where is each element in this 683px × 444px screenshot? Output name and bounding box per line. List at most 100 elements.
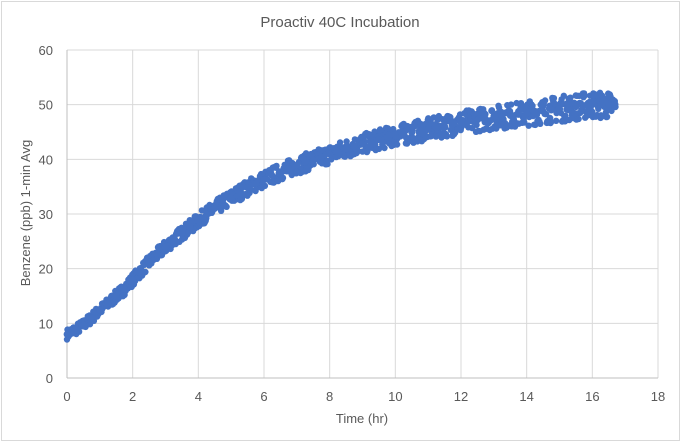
y-tick-label: 40	[39, 152, 53, 167]
data-point	[227, 194, 235, 202]
data-point	[597, 101, 604, 109]
data-point	[539, 107, 547, 115]
data-point	[482, 111, 489, 118]
data-point	[441, 122, 448, 130]
data-point	[556, 105, 563, 113]
data-point	[96, 306, 104, 314]
data-point	[359, 140, 366, 148]
data-point	[384, 125, 391, 132]
data-point	[350, 142, 358, 150]
x-tick-label: 0	[63, 389, 70, 404]
x-axis-title: Time (hr)	[336, 411, 388, 426]
data-point	[153, 251, 161, 258]
data-point	[336, 139, 344, 146]
data-point	[408, 129, 416, 136]
data-point	[301, 159, 309, 167]
x-tick-label: 8	[326, 389, 333, 404]
data-point	[416, 127, 424, 135]
data-point	[531, 108, 539, 116]
data-point	[515, 111, 522, 118]
data-point	[236, 189, 243, 197]
data-point	[178, 229, 186, 237]
data-point	[381, 144, 388, 152]
data-point	[424, 125, 432, 133]
data-point	[498, 113, 506, 121]
x-tick-label: 10	[388, 389, 402, 404]
data-point	[552, 117, 560, 125]
data-point	[433, 124, 440, 131]
data-point	[548, 118, 555, 126]
data-point	[277, 168, 284, 176]
data-point	[525, 122, 532, 129]
data-point	[550, 95, 558, 102]
data-point	[567, 94, 574, 101]
data-point	[537, 120, 544, 128]
data-point	[400, 130, 407, 138]
data-point	[367, 138, 375, 146]
data-point	[279, 174, 287, 182]
data-point	[611, 103, 619, 111]
data-point	[521, 119, 528, 126]
data-point	[334, 148, 342, 156]
data-series	[63, 89, 619, 343]
data-point	[603, 113, 611, 121]
data-point	[490, 114, 498, 122]
data-point	[506, 112, 514, 119]
data-point	[588, 101, 596, 109]
data-point	[261, 182, 269, 189]
data-point	[260, 176, 268, 184]
data-point	[529, 102, 536, 110]
data-point	[137, 267, 145, 275]
data-point	[465, 117, 473, 125]
data-point	[244, 184, 252, 192]
data-point	[170, 236, 178, 244]
x-tick-label: 2	[129, 389, 136, 404]
y-tick-label: 30	[39, 207, 53, 222]
data-point	[129, 276, 137, 283]
y-tick-label: 20	[39, 262, 53, 277]
data-point	[560, 92, 567, 100]
data-point	[564, 104, 572, 112]
data-point	[482, 115, 489, 123]
data-point	[268, 172, 276, 180]
data-point	[112, 292, 120, 300]
data-point	[575, 115, 582, 123]
data-point	[104, 300, 112, 308]
data-point	[375, 136, 383, 144]
x-tick-label: 6	[260, 389, 267, 404]
data-point	[507, 101, 515, 108]
x-tick-label: 4	[195, 389, 202, 404]
data-point	[391, 132, 399, 140]
data-point	[443, 133, 451, 140]
data-point	[580, 102, 588, 110]
data-point	[581, 92, 588, 99]
x-tick-label: 18	[651, 389, 665, 404]
x-tick-label: 12	[454, 389, 468, 404]
data-point	[547, 106, 555, 114]
data-point	[88, 314, 95, 322]
data-point	[393, 141, 401, 148]
data-point	[375, 145, 383, 153]
x-tick-label: 16	[585, 389, 599, 404]
y-axis-ticks: 0 10 20 30 40 50 60	[39, 43, 53, 386]
data-point	[523, 110, 531, 117]
y-tick-label: 60	[39, 43, 53, 58]
data-point	[273, 162, 280, 170]
data-point	[605, 102, 613, 110]
data-point	[285, 165, 292, 173]
data-point	[63, 330, 71, 338]
data-point	[324, 160, 331, 168]
y-tick-label: 0	[46, 371, 53, 386]
data-point	[293, 161, 301, 169]
data-point	[80, 321, 87, 329]
data-point	[541, 97, 549, 104]
data-point	[572, 103, 580, 111]
data-point	[252, 180, 260, 187]
chart-title: Proactiv 40C Incubation	[260, 14, 419, 31]
data-point	[71, 326, 79, 334]
data-point	[203, 210, 210, 218]
data-point	[162, 243, 169, 251]
data-point	[449, 120, 457, 128]
